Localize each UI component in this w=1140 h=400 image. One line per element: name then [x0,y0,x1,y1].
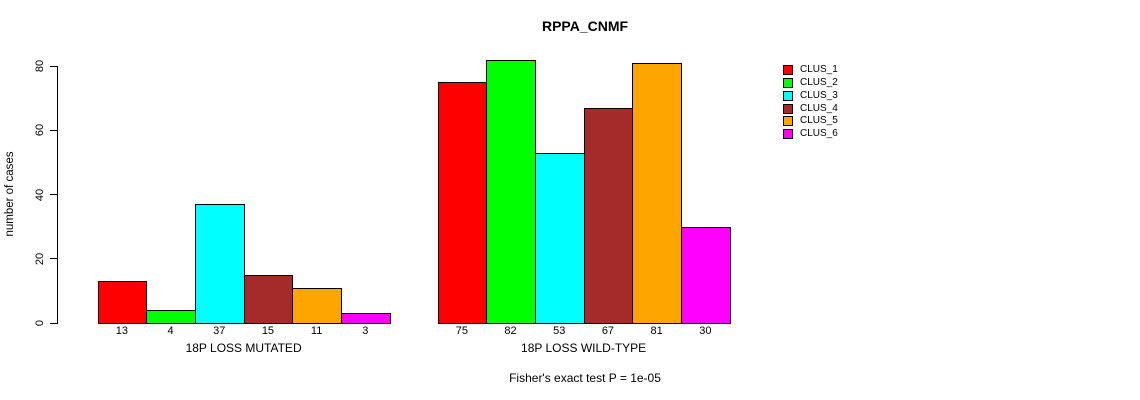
bar [194,204,245,324]
caption: Fisher's exact test P = 1e-05 [509,371,661,385]
y-tick-label: 40 [34,188,46,201]
bar-value-label: 3 [362,325,369,337]
y-tick-label: 20 [34,252,46,265]
legend-label: CLUS_6 [800,128,838,140]
legend-item: CLUS_1 [783,64,838,77]
y-tick [50,194,57,195]
bar-value-label: 15 [261,325,275,337]
y-tick [50,322,57,324]
legend-item: CLUS_3 [783,90,838,103]
bar [437,82,488,324]
bar-value-label: 81 [650,325,663,337]
y-axis [57,66,58,324]
y-tick [50,129,57,131]
y-tick-label: 60 [34,124,46,137]
bar [292,287,342,324]
legend-swatch [783,78,793,89]
bar [681,226,731,324]
legend-item: CLUS_5 [783,115,838,128]
bar [534,152,585,324]
bar-value-label: 4 [167,325,174,337]
bar-value-label: 82 [504,325,517,337]
legend: CLUS_1 CLUS_2 CLUS_3 CLUS_4 CLUS_5 CLUS_6 [783,64,838,141]
group-label: 18P LOSS WILD-TYPE [521,341,647,355]
bar [97,281,148,324]
bar [146,310,196,324]
bar-value-label: 30 [699,325,712,337]
bar [341,313,391,324]
legend-label: CLUS_3 [800,89,838,101]
legend-item: CLUS_4 [783,102,838,115]
legend-item: CLUS_6 [783,128,838,141]
legend-item: CLUS_2 [783,77,838,90]
legend-swatch [783,129,793,140]
group-label: 18P LOSS MUTATED [185,341,302,355]
bar-value-label: 37 [213,325,226,337]
y-tick [50,258,57,260]
bar [486,59,536,324]
y-tick-label: 0 [34,319,46,327]
bar [632,62,682,324]
legend-swatch [783,65,793,76]
legend-label: CLUS_5 [800,115,838,127]
chart-title: RPPA_CNMF [541,18,629,34]
legend-label: CLUS_2 [800,77,838,89]
bar-value-label: 13 [115,325,128,337]
legend-label: CLUS_1 [800,64,838,76]
bar [583,107,634,324]
bar-value-label: 75 [455,325,468,337]
legend-swatch [783,116,793,127]
y-tick [50,65,57,67]
bar-value-label: 67 [601,325,615,337]
legend-swatch [783,103,793,114]
bar-value-label: 53 [553,325,566,337]
legend-label: CLUS_4 [800,102,838,114]
y-tick-label: 80 [34,59,46,73]
bar-value-label: 11 [310,325,323,337]
bar [243,274,294,324]
legend-swatch [783,90,793,101]
